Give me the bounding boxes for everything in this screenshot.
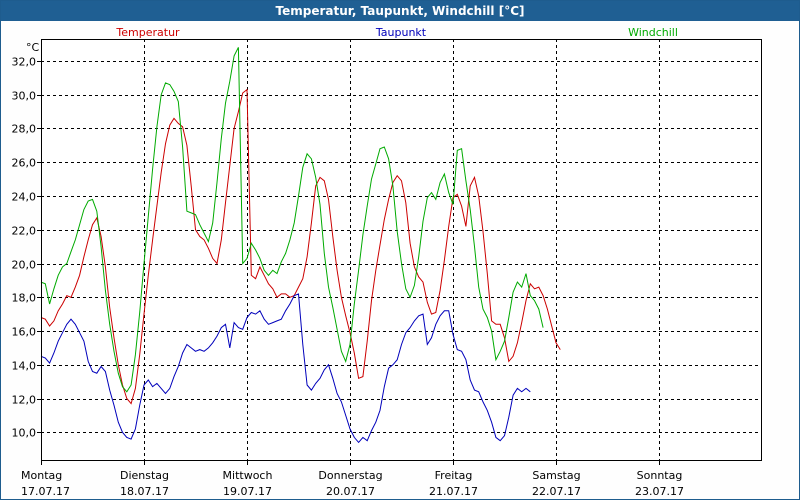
x-day-label: Freitag xyxy=(435,469,473,482)
series-line-temperatur xyxy=(40,88,561,405)
y-tick-label: 16,0 xyxy=(12,326,37,339)
legend-taupunkt: Taupunkt xyxy=(375,26,427,39)
x-day-label: Sonntag xyxy=(637,469,683,482)
y-tick-label: 14,0 xyxy=(12,360,37,373)
y-tick-label: 20,0 xyxy=(12,259,37,272)
series-line-windchill xyxy=(40,47,544,393)
x-day-label: Montag xyxy=(21,469,62,482)
x-date-label: 23.07.17 xyxy=(635,485,684,498)
x-day-label: Mittwoch xyxy=(223,469,273,482)
y-tick-label: 26,0 xyxy=(12,157,37,170)
x-date-label: 19.07.17 xyxy=(223,485,272,498)
y-tick-label: 32,0 xyxy=(12,56,37,69)
x-date-label: 20.07.17 xyxy=(326,485,375,498)
x-day-label: Donnerstag xyxy=(318,469,382,482)
y-tick-label: 30,0 xyxy=(12,90,37,103)
y-tick-label: 12,0 xyxy=(12,394,37,407)
y-tick-label: 24,0 xyxy=(12,191,37,204)
legend-windchill: Windchill xyxy=(628,26,678,39)
y-tick-label: 18,0 xyxy=(12,292,37,305)
y-tick-label: 10,0 xyxy=(12,427,37,440)
y-tick-label: 22,0 xyxy=(12,225,37,238)
x-day-label: Samstag xyxy=(532,469,580,482)
series-line-taupunkt xyxy=(40,293,531,444)
x-date-label: 18.07.17 xyxy=(120,485,169,498)
x-date-label: 22.07.17 xyxy=(532,485,581,498)
plot-border xyxy=(41,39,762,461)
window-title: Temperatur, Taupunkt, Windchill [°C] xyxy=(1,1,799,21)
y-tick-label: 28,0 xyxy=(12,123,37,136)
x-date-label: 21.07.17 xyxy=(429,485,478,498)
y-axis-label: °C xyxy=(26,41,40,54)
x-day-label: Dienstag xyxy=(120,469,169,482)
legend-temperatur: Temperatur xyxy=(115,26,180,39)
plot-area xyxy=(41,39,762,461)
x-date-label: 17.07.17 xyxy=(21,485,70,498)
